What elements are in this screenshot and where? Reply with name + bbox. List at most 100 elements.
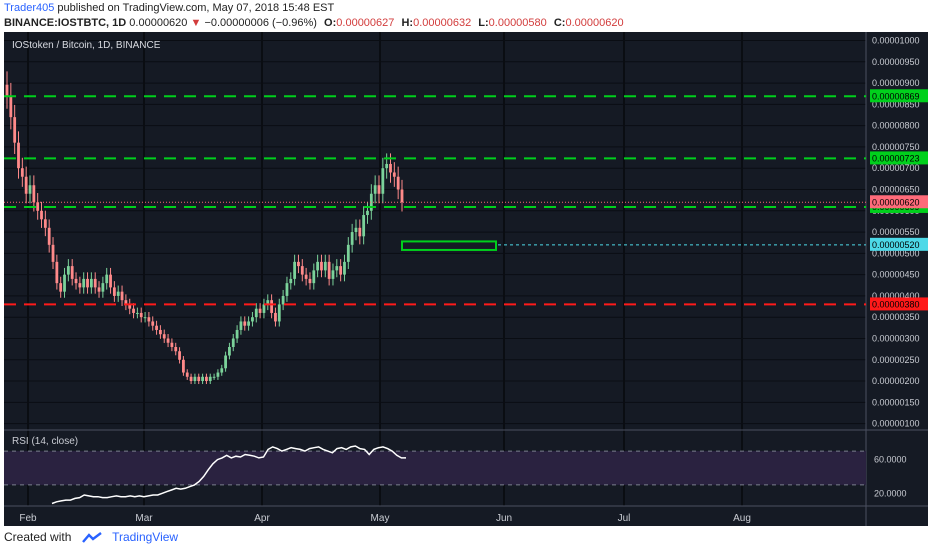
- candle-body: [162, 334, 166, 339]
- candle-body: [13, 117, 17, 143]
- candle-body: [331, 270, 335, 279]
- candle-body: [262, 304, 266, 313]
- candle-body: [293, 261, 297, 279]
- close-label: C:: [553, 17, 566, 29]
- close-value: 0.00000620: [565, 17, 624, 29]
- rsi-band: [4, 451, 866, 485]
- candle-body: [43, 219, 47, 228]
- candle-body: [270, 300, 274, 313]
- candle-body: [170, 342, 174, 347]
- candle-body: [139, 312, 143, 318]
- candle-body: [36, 202, 40, 211]
- candle-body: [228, 346, 231, 356]
- candle-body: [212, 376, 216, 378]
- candle-body: [220, 368, 224, 373]
- x-tick-label: Aug: [733, 513, 751, 524]
- candle-body: [182, 359, 185, 373]
- candle-body: [243, 321, 247, 326]
- published-text: published on TradingView.com, May 07, 20…: [57, 2, 335, 14]
- candle-body: [327, 261, 331, 279]
- rsi-tick-label: 60.0000: [874, 455, 907, 465]
- candle-body: [155, 325, 158, 330]
- y-tick-label: 0.00000250: [872, 355, 920, 365]
- candle-body: [158, 329, 162, 335]
- candle-body: [358, 227, 362, 237]
- candle-body: [178, 351, 181, 360]
- y-tick-label: 0.00000150: [872, 397, 920, 407]
- candle-body: [385, 163, 389, 169]
- y-tick-label: 0.00000400: [872, 291, 920, 301]
- x-tick-label: May: [371, 513, 390, 524]
- candle-body: [5, 84, 9, 96]
- candle-body: [147, 317, 151, 322]
- candle-body: [193, 376, 197, 382]
- candle-body: [369, 193, 373, 211]
- candle-body: [93, 278, 97, 288]
- candle-body: [20, 168, 24, 177]
- tradingview-logo-icon: [81, 531, 102, 543]
- y-tick-label: 0.00000950: [872, 57, 920, 67]
- candle-body: [308, 278, 312, 284]
- candle-body: [143, 317, 147, 319]
- chart-svg[interactable]: Feb Mar Apr May Jun Jul Aug IOStoken / Bitcoin,…: [4, 32, 928, 526]
- candle-body: [362, 215, 366, 237]
- candle-body: [55, 261, 59, 284]
- candle-body: [381, 168, 385, 194]
- candle-body: [258, 308, 262, 313]
- y-tick-label: 0.00000200: [872, 376, 920, 386]
- candle-body: [335, 266, 339, 271]
- level-tag: [870, 151, 928, 165]
- candle-body: [47, 227, 51, 245]
- candle-body: [266, 300, 270, 305]
- candle-body: [281, 295, 285, 305]
- level-tag-label: 0.00000520: [872, 240, 920, 250]
- candle-body: [274, 312, 277, 322]
- author-link[interactable]: Trader405: [4, 2, 55, 14]
- candle-body: [189, 376, 193, 382]
- candle-body: [350, 232, 354, 245]
- candle-body: [24, 176, 28, 194]
- y-tick-label: 0.00000750: [872, 142, 920, 152]
- candle-body: [247, 321, 251, 326]
- open-value: 0.00000627: [336, 17, 395, 29]
- candle-body: [124, 300, 128, 305]
- ohlc-line: BINANCE:IOSTBTC, 1D 0.00000620 ▼ −0.0000…: [4, 17, 624, 29]
- symbol-label: BINANCE:IOSTBTC, 1D: [4, 17, 127, 29]
- candle-body: [63, 274, 66, 292]
- candle-body: [32, 185, 36, 203]
- candle-body: [354, 227, 358, 233]
- y-tick-label: 0.00000900: [872, 78, 920, 88]
- candle-body: [316, 261, 320, 271]
- candle-body: [239, 321, 243, 330]
- y-tick-label: 0.00001000: [872, 36, 920, 46]
- tradingview-brand[interactable]: TradingView: [112, 530, 179, 544]
- candle-body: [51, 244, 55, 262]
- candle-body: [389, 163, 392, 173]
- rsi-line: [51, 445, 406, 505]
- chart-panel[interactable]: Feb Mar Apr May Jun Jul Aug IOStoken / Bitcoin,…: [4, 32, 928, 526]
- candle-body: [297, 261, 300, 267]
- y-tick-label: 0.00000850: [872, 99, 920, 109]
- candle-body: [17, 142, 20, 169]
- candle-body: [289, 278, 293, 284]
- level-tag: [870, 89, 928, 103]
- current-price-tag: [870, 195, 928, 209]
- y-tick-label: 0.00000650: [872, 184, 920, 194]
- candle-body: [135, 312, 139, 314]
- candle-body: [28, 185, 32, 194]
- x-tick-label: Feb: [19, 513, 37, 524]
- candle-body: [112, 287, 116, 296]
- candle-body: [132, 308, 135, 313]
- candle-body: [128, 304, 132, 309]
- level-tag-label: 0.00000723: [872, 153, 920, 163]
- y-tick-label: 0.00000700: [872, 163, 920, 173]
- candle-body: [74, 278, 78, 284]
- candle-body: [312, 270, 316, 284]
- candle-body: [205, 376, 208, 382]
- current-price-label: 0.00000620: [872, 197, 920, 207]
- candle-body: [377, 185, 381, 194]
- candle-body: [392, 172, 396, 177]
- y-tick-label: 0.00000800: [872, 121, 920, 131]
- footer: Created with TradingView: [4, 530, 178, 544]
